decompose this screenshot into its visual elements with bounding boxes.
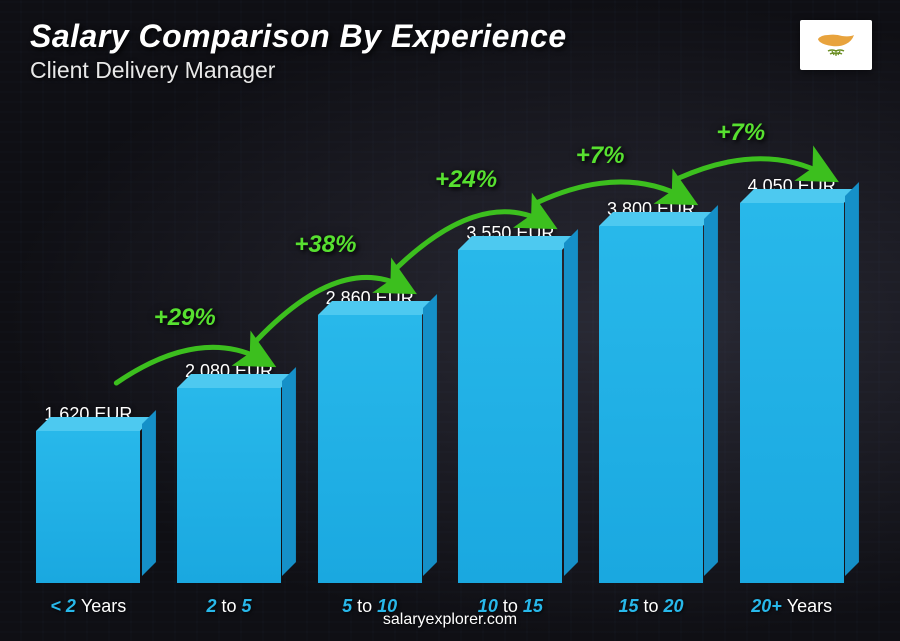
bar-front-face	[177, 388, 281, 583]
bar-x-label: 15 to 20	[618, 596, 683, 617]
bar-side-face	[423, 287, 437, 583]
chart-container: Salary Comparison By Experience Client D…	[0, 0, 900, 641]
pct-change-label: +24%	[435, 166, 497, 194]
bar	[309, 315, 430, 583]
bar-top-face	[177, 374, 295, 388]
chart-subtitle: Client Delivery Manager	[30, 57, 567, 84]
pct-change-label: +7%	[576, 142, 625, 170]
bar-front-face	[599, 226, 703, 583]
bar-top-face	[599, 212, 717, 226]
bar-x-label: 20+ Years	[751, 596, 832, 617]
bar-top-face	[318, 301, 436, 315]
bar-top-face	[740, 189, 858, 203]
bar	[450, 250, 571, 583]
bar	[591, 226, 712, 583]
bar-front-face	[458, 250, 562, 583]
bar-side-face	[142, 403, 156, 583]
bar-x-label: < 2 Years	[50, 596, 126, 617]
pct-change-label: +29%	[154, 304, 216, 332]
bar	[28, 431, 149, 583]
bar-side-face	[282, 360, 296, 583]
bar	[731, 203, 852, 583]
bar-front-face	[318, 315, 422, 583]
bar-top-face	[458, 236, 576, 250]
header: Salary Comparison By Experience Client D…	[30, 18, 567, 84]
footer-attribution: salaryexplorer.com	[383, 611, 517, 629]
bar-group: 1,620 EUR < 2 Years	[28, 404, 149, 583]
bar-group: 3,550 EUR 10 to 15	[450, 223, 571, 583]
bar	[169, 388, 290, 583]
pct-change-label: +38%	[294, 231, 356, 259]
bar-group: 3,800 EUR 15 to 20	[591, 199, 712, 583]
bar-front-face	[36, 431, 140, 583]
chart-title: Salary Comparison By Experience	[30, 18, 567, 55]
bar-top-face	[36, 417, 154, 431]
cyprus-flag-icon	[806, 25, 866, 65]
bar-front-face	[740, 203, 844, 583]
bar-group: 2,080 EUR 2 to 5	[169, 361, 290, 583]
bar-group: 2,860 EUR 5 to 10	[309, 288, 430, 583]
bar-side-face	[704, 198, 718, 583]
country-flag	[800, 20, 872, 70]
bar-side-face	[845, 175, 859, 583]
bar-side-face	[564, 222, 578, 583]
bar-x-label: 2 to 5	[206, 596, 251, 617]
pct-change-label: +7%	[716, 119, 765, 147]
bar-group: 4,050 EUR 20+ Years	[731, 176, 852, 583]
